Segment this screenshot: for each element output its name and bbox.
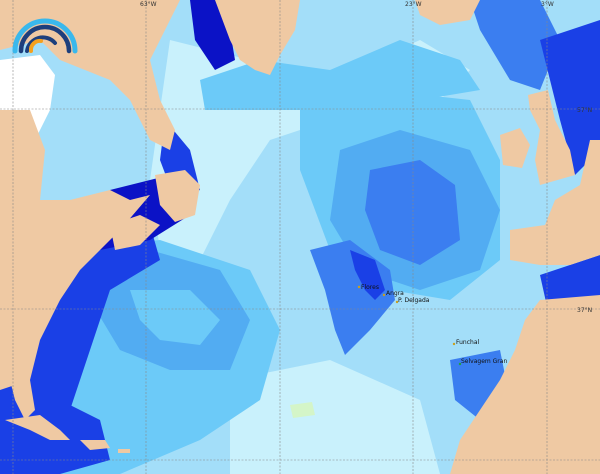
place-label: Flores (361, 284, 379, 291)
land-greenland (215, 0, 300, 75)
land-great-britain (528, 90, 575, 185)
land-newfoundland (155, 170, 200, 222)
land-hispaniola (80, 440, 110, 450)
place-label: Funchal (456, 339, 480, 346)
place-marker-icon (395, 300, 399, 304)
place-marker-icon (452, 342, 456, 346)
ocean-zone-pale-spot (290, 402, 315, 418)
ocean-zone-azores-core (350, 250, 385, 300)
place-marker-icon (458, 362, 462, 366)
ocean-zone-north-band (200, 40, 480, 110)
place-marker-icon (357, 285, 361, 289)
place-label: Angra (386, 290, 404, 297)
place-funchal[interactable]: Funchal (452, 339, 480, 346)
land-iceland (415, 0, 480, 25)
land-ireland (500, 128, 530, 168)
logo-waves-icon (12, 18, 78, 54)
land-puerto-rico (118, 449, 130, 453)
place-p-delgada[interactable]: P. Delgada (395, 297, 430, 304)
land-cuba (5, 415, 70, 440)
land-africa (450, 295, 600, 474)
land-quebec (0, 110, 150, 390)
place-angra[interactable]: Angra (382, 290, 404, 297)
lat-label-37n: 37°N (577, 307, 592, 314)
ocean-zone-pale-south (230, 360, 440, 474)
lon-label-3w: 3°W (541, 1, 554, 8)
lat-label-57n: 57°N (577, 107, 592, 114)
place-selvagem-grande[interactable]: Selvagem Gran (458, 358, 508, 366)
ocean-zone-iceland-east (470, 0, 560, 90)
ocean-zone-core (365, 160, 460, 265)
place-label: P. Delgada (398, 297, 430, 304)
land-nova-scotia (110, 215, 160, 250)
lon-label-23w: 23°W (405, 1, 422, 8)
place-flores[interactable]: Flores (357, 284, 379, 291)
land-europe (510, 140, 600, 265)
place-label: Selvagem Gran (461, 358, 507, 365)
ocean-zone-ring-inner (130, 290, 220, 345)
place-marker-icon (382, 293, 386, 297)
land-florida (10, 380, 35, 420)
lon-label-63w: 63°W (140, 1, 157, 8)
ocean-zone-north-sea (540, 20, 600, 175)
